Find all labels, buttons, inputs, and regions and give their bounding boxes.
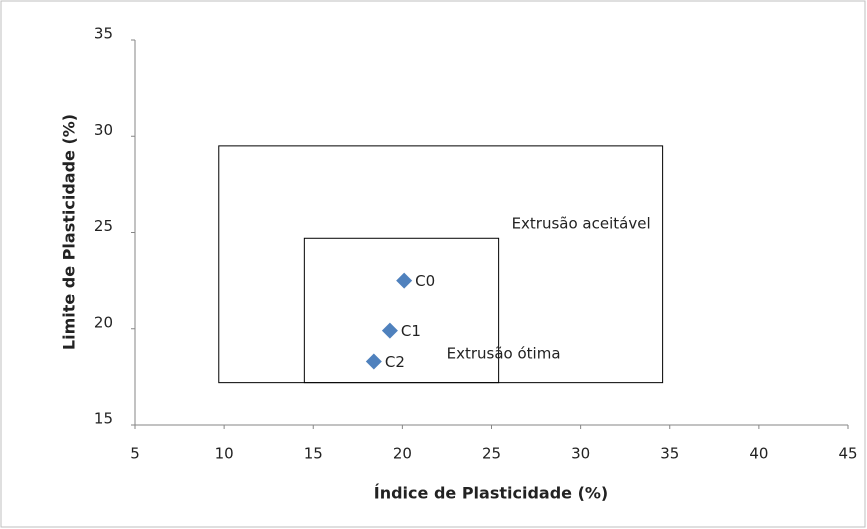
- x-tick-label: 25: [482, 445, 501, 463]
- x-tick-label: 5: [130, 445, 140, 463]
- y-tick-label: 35: [94, 25, 113, 43]
- x-tick-label: 40: [749, 445, 768, 463]
- y-tick-label: 15: [94, 410, 113, 428]
- x-tick-label: 15: [304, 445, 323, 463]
- point-label: C1: [401, 322, 421, 340]
- region: [303, 237, 500, 384]
- region-label: Extrusão ótima: [447, 344, 561, 362]
- y-tick-label: 20: [94, 313, 113, 331]
- data-point: [365, 353, 382, 370]
- x-axis-title: Índice de Plasticidade (%): [374, 484, 608, 503]
- point-label: C2: [385, 353, 405, 371]
- x-tick-label: 30: [571, 445, 590, 463]
- region-label: Extrusão aceitável: [512, 215, 651, 233]
- y-tick-label: 25: [94, 217, 113, 235]
- x-tick-label: 10: [215, 445, 234, 463]
- x-tick-label: 45: [838, 445, 857, 463]
- x-tick-label: 35: [660, 445, 679, 463]
- y-tick-label: 30: [94, 121, 113, 139]
- data-point: [396, 272, 413, 289]
- point-label: C0: [415, 272, 435, 290]
- x-tick-label: 20: [393, 445, 412, 463]
- data-point: [381, 322, 398, 339]
- y-axis-title: Limite de Plasticidade (%): [60, 114, 79, 350]
